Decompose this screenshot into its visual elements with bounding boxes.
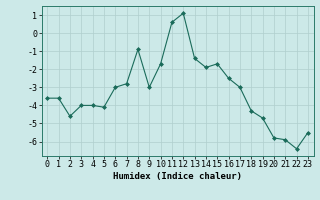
- X-axis label: Humidex (Indice chaleur): Humidex (Indice chaleur): [113, 172, 242, 181]
